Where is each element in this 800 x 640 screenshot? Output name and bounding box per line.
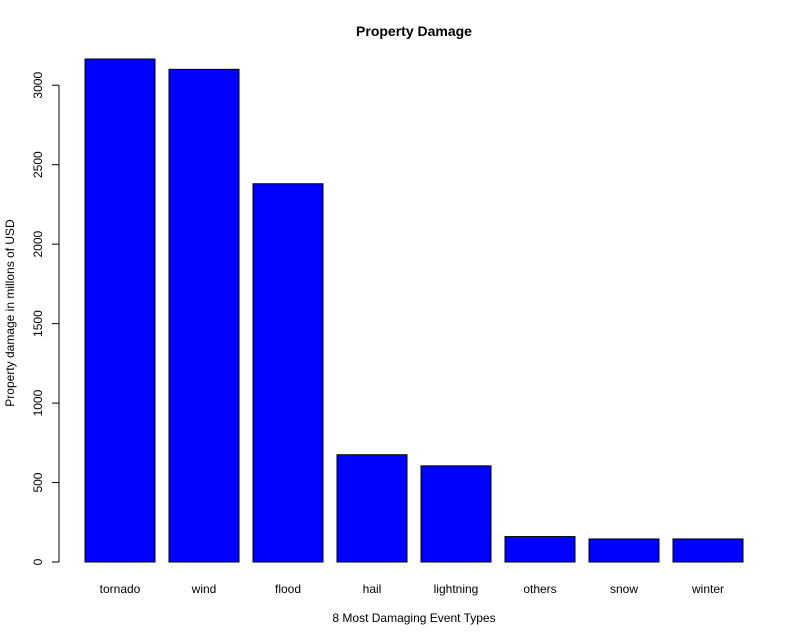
x-tick-label: wind <box>191 582 217 596</box>
bar-lightning <box>420 465 492 563</box>
y-tick-label: 2500 <box>31 151 45 178</box>
x-tick-label: tornado <box>100 582 141 596</box>
x-tick-label: winter <box>691 582 724 596</box>
x-axis-label: 8 Most Damaging Event Types <box>332 611 495 625</box>
y-tick-label: 1500 <box>31 310 45 337</box>
bar-snow <box>588 538 660 563</box>
x-tick-label: snow <box>610 582 638 596</box>
y-tick-label: 500 <box>31 472 45 492</box>
y-tick-label: 1000 <box>31 389 45 416</box>
y-axis-label: Property damage in millons of USD <box>3 219 17 407</box>
x-tick-label: hail <box>363 582 382 596</box>
x-tick-label: flood <box>275 582 301 596</box>
x-tick-label: others <box>523 582 556 596</box>
chart-title: Property Damage <box>356 23 472 39</box>
bar-tornado <box>84 58 156 563</box>
y-tick-label: 2000 <box>31 230 45 257</box>
bar-others <box>504 536 576 563</box>
y-tick-label: 3000 <box>31 72 45 99</box>
bars <box>84 58 744 563</box>
x-tick-label: lightning <box>434 582 479 596</box>
bar-flood <box>252 183 324 563</box>
y-axis: 0 500 1000 1500 2000 2500 3000 <box>31 72 60 565</box>
bar-wind <box>168 68 240 563</box>
x-tick-labels: tornado wind flood hail lightning others snow w… <box>100 582 724 596</box>
bar-hail <box>336 454 408 563</box>
bar-winter <box>672 538 744 563</box>
y-tick-label: 0 <box>31 558 45 565</box>
